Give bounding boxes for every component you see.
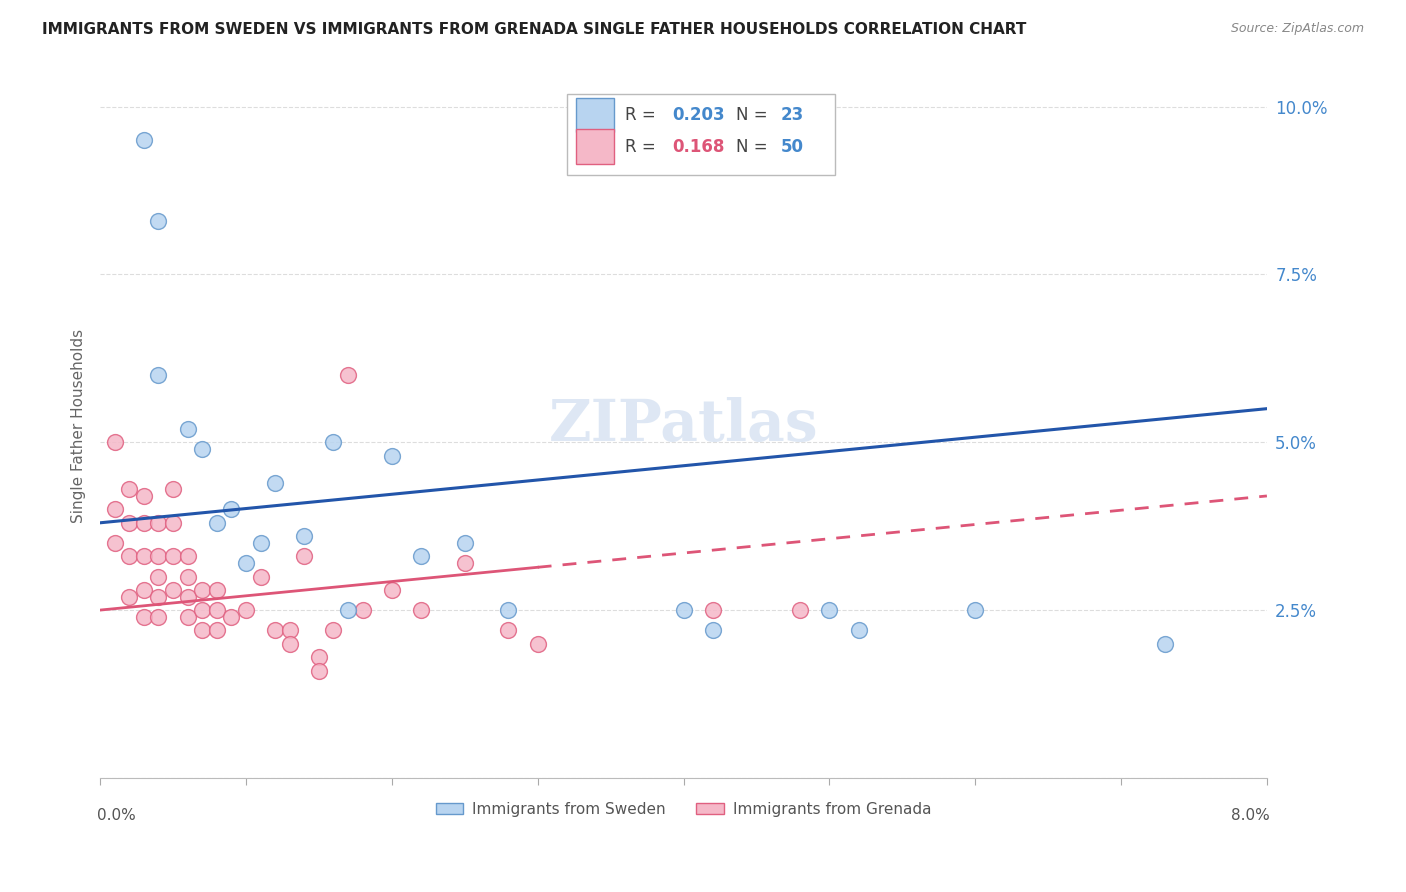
FancyBboxPatch shape (576, 97, 613, 132)
Point (322, 624, 344, 638)
Y-axis label: Single Father Households: Single Father Households (72, 328, 86, 523)
Point (818, 603, 841, 617)
Point (162, 582, 184, 597)
Point (672, 603, 695, 617)
Point (118, 590, 141, 604)
Point (278, 624, 301, 638)
Point (132, 489, 155, 503)
Text: N =: N = (735, 106, 773, 124)
Point (132, 516, 155, 530)
Point (191, 582, 214, 597)
Point (789, 603, 811, 617)
Point (191, 624, 214, 638)
Text: 0.0%: 0.0% (97, 808, 136, 823)
Text: 0.203: 0.203 (672, 106, 724, 124)
Point (702, 624, 724, 638)
Point (308, 650, 330, 665)
Point (352, 603, 374, 617)
FancyBboxPatch shape (576, 129, 613, 164)
Point (498, 624, 520, 638)
Point (235, 556, 257, 570)
Point (205, 624, 228, 638)
Point (176, 422, 198, 436)
Text: 50: 50 (780, 138, 803, 156)
Point (132, 582, 155, 597)
Point (191, 442, 214, 456)
Point (162, 482, 184, 496)
Point (205, 582, 228, 597)
Point (292, 549, 315, 564)
Point (148, 569, 170, 583)
Point (132, 133, 155, 147)
Point (702, 603, 724, 617)
Point (176, 549, 198, 564)
Point (148, 609, 170, 624)
Point (132, 549, 155, 564)
Point (176, 609, 198, 624)
Text: R =: R = (626, 138, 661, 156)
Point (118, 482, 141, 496)
Point (148, 549, 170, 564)
Point (965, 603, 987, 617)
Text: N =: N = (735, 138, 773, 156)
Point (249, 569, 271, 583)
Point (148, 368, 170, 383)
Point (308, 664, 330, 678)
Point (221, 609, 243, 624)
Text: Source: ZipAtlas.com: Source: ZipAtlas.com (1230, 22, 1364, 36)
Point (381, 449, 404, 463)
Text: 0.168: 0.168 (672, 138, 724, 156)
Point (118, 549, 141, 564)
Point (148, 590, 170, 604)
Point (409, 549, 432, 564)
Text: 8.0%: 8.0% (1230, 808, 1270, 823)
Point (205, 603, 228, 617)
Point (132, 609, 155, 624)
Text: ZIPatlas: ZIPatlas (548, 398, 818, 453)
Point (249, 536, 271, 550)
Point (409, 603, 432, 617)
Point (176, 590, 198, 604)
Point (381, 582, 404, 597)
Point (176, 569, 198, 583)
Point (337, 368, 360, 383)
Point (498, 603, 520, 617)
Point (221, 502, 243, 516)
Point (1153, 637, 1175, 651)
Point (104, 536, 127, 550)
Point (292, 529, 315, 543)
Point (205, 516, 228, 530)
Point (322, 435, 344, 450)
Point (162, 549, 184, 564)
Point (148, 213, 170, 227)
Point (235, 603, 257, 617)
Text: IMMIGRANTS FROM SWEDEN VS IMMIGRANTS FROM GRENADA SINGLE FATHER HOUSEHOLDS CORRE: IMMIGRANTS FROM SWEDEN VS IMMIGRANTS FRO… (42, 22, 1026, 37)
Point (104, 435, 127, 450)
Text: 23: 23 (780, 106, 804, 124)
Point (454, 556, 477, 570)
Point (526, 637, 548, 651)
Point (104, 502, 127, 516)
Text: R =: R = (626, 106, 661, 124)
Point (191, 603, 214, 617)
Point (148, 516, 170, 530)
Legend: Immigrants from Sweden, Immigrants from Grenada: Immigrants from Sweden, Immigrants from … (429, 796, 938, 823)
Point (264, 475, 287, 490)
Point (278, 637, 301, 651)
FancyBboxPatch shape (567, 95, 835, 175)
Point (848, 624, 870, 638)
Point (118, 516, 141, 530)
Point (454, 536, 477, 550)
Point (264, 624, 287, 638)
Point (337, 603, 360, 617)
Point (162, 516, 184, 530)
